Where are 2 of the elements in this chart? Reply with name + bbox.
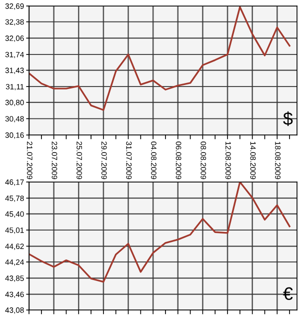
line-series (29, 6, 290, 111)
line-series (29, 182, 290, 283)
